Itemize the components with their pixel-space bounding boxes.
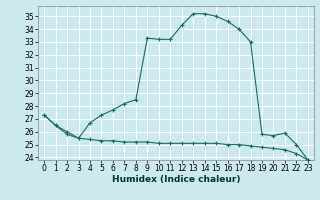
X-axis label: Humidex (Indice chaleur): Humidex (Indice chaleur)	[112, 175, 240, 184]
